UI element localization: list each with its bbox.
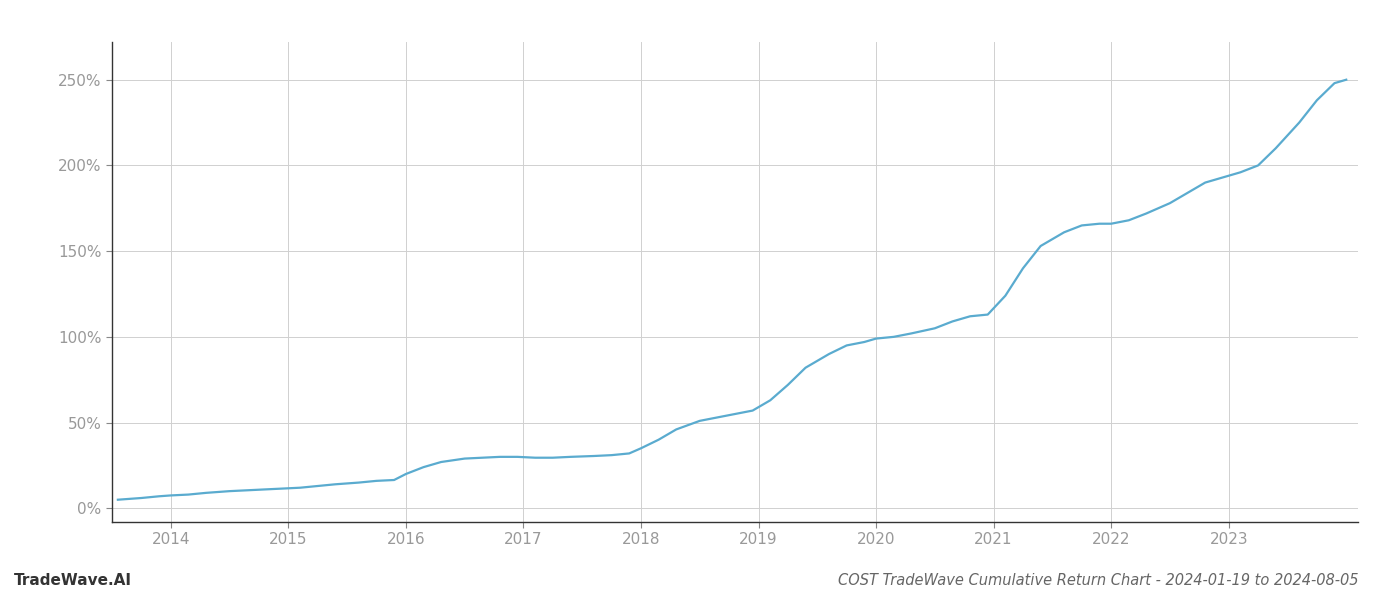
Text: COST TradeWave Cumulative Return Chart - 2024-01-19 to 2024-08-05: COST TradeWave Cumulative Return Chart -… [837, 573, 1358, 588]
Text: TradeWave.AI: TradeWave.AI [14, 573, 132, 588]
